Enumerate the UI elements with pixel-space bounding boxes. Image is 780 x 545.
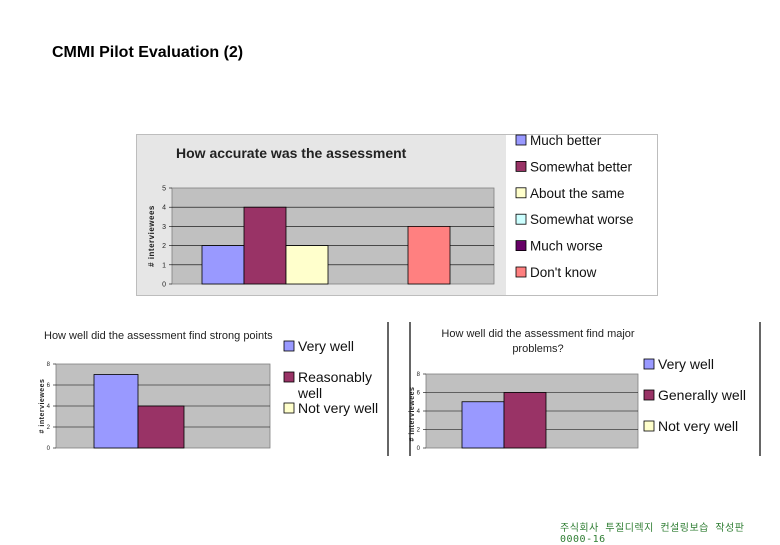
y-tick-label: 4 [47,404,51,410]
y-tick-label: 6 [417,391,421,397]
y-tick-label: 2 [417,428,421,434]
y-tick-label: 8 [47,362,51,368]
bar-very-well [461,401,505,449]
chart-major-problems: How well did the assessment find major pr… [408,322,764,456]
bar-reasonably-well [137,405,185,449]
chart-title: How accurate was the assessment [176,145,407,161]
chart-title: How well did the assessment find major pr… [441,328,635,355]
legend-label-reasonably-well: Reasonably well [297,369,372,401]
bar-very-well [93,374,139,449]
legend-label-somewhat-worse: Somewhat worse [530,212,634,227]
legend-swatch-don-t-know [515,266,527,278]
y-tick-label: 0 [417,446,421,452]
legend-label-not-very-well: Not very well [658,418,738,434]
chart-title: How well did the assessment find strong … [44,330,273,342]
legend-swatch-not-very-well [283,402,295,414]
legend-swatch-much-worse [515,240,527,251]
legend-label-much-better: Much better [530,134,602,148]
y-tick-label: 4 [417,409,421,415]
page-title: CMMI Pilot Evaluation (2) [52,44,244,61]
legend-label-somewhat-better: Somewhat better [530,159,633,174]
legend-label-about-the-same: About the same [530,186,625,201]
y-axis-label: # interviewees [409,387,416,442]
y-tick-label: 8 [417,372,421,378]
legend-swatch-generally-well [643,389,655,401]
legend-swatch-much-better [515,134,527,146]
bar-somewhat-better [243,206,287,285]
y-tick-label: 2 [47,425,51,431]
bar-don-t-know [407,226,451,285]
legend-label-don-t-know: Don't know [530,265,597,280]
legend-swatch-somewhat-better [515,160,527,172]
y-tick-label: 0 [162,281,166,288]
y-tick-label: 3 [162,224,166,231]
legend-swatch-not-very-well [643,420,655,432]
footer-text: 주식회사 투질디렉지 컨설링보습 작성판 0000-16 [560,523,745,545]
y-tick-label: 5 [162,185,166,192]
chart-border [136,134,658,296]
y-tick-label: 6 [47,383,51,389]
bar-much-better [201,245,245,285]
chart-accuracy: How accurate was the assessment 0 1 2 3 4 5 # i… [136,134,658,296]
legend-label-very-well: Very well [298,338,354,354]
legend-swatch-very-well [283,340,295,352]
y-axis-label: # interviewees [147,205,156,267]
y-tick-label: 1 [162,262,166,269]
y-axis-label: # interviewees [39,379,46,434]
y-tick-label: 4 [162,205,166,212]
legend-swatch-reasonably-well [283,371,295,383]
legend-swatch-somewhat-worse [515,213,527,225]
legend-label-not-very-well: Not very well [298,400,378,416]
legend-area [506,134,658,296]
bar-about-the-same [285,245,329,285]
legend-label-much-worse: Much worse [530,239,603,254]
legend-swatch-very-well [643,358,655,370]
y-tick-label: 0 [47,446,51,452]
bar-generally-well [503,392,547,449]
legend-label-generally-well: Generally well [658,387,746,403]
legend-swatch-about-the-same [515,187,527,199]
y-tick-label: 2 [162,243,166,250]
chart-strong-points: How well did the assessment find strong … [36,322,392,456]
legend-label-very-well: Very well [658,356,714,372]
